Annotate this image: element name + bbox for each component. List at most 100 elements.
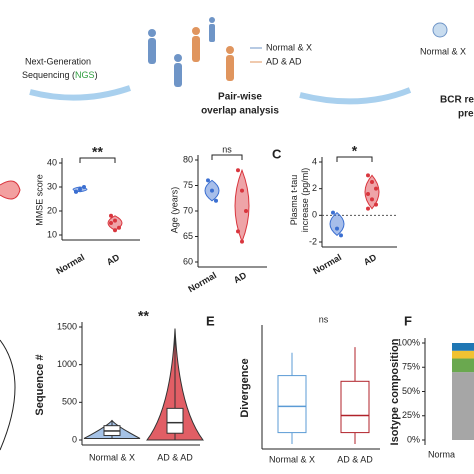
- y-tick-label: 75: [183, 180, 193, 190]
- data-point: [366, 173, 370, 178]
- data-point: [117, 225, 121, 230]
- data-point: [374, 186, 378, 191]
- data-point: [370, 180, 374, 184]
- partial-violin: [0, 180, 21, 200]
- legend-label: Normal & X: [266, 42, 312, 52]
- data-point: [331, 210, 335, 215]
- x-tick-label: Normal: [311, 252, 343, 276]
- panel-letter: E: [206, 313, 215, 328]
- box: [277, 375, 307, 434]
- box: [340, 380, 370, 434]
- significance: ns: [319, 314, 329, 324]
- arrow: [299, 87, 412, 105]
- stack-segment: [452, 350, 474, 359]
- arrow: [29, 85, 131, 101]
- y-tick-label: 4: [312, 156, 317, 166]
- violin: [329, 212, 345, 236]
- y-axis-label: Divergence: [239, 358, 251, 417]
- x-tick-label: AD: [105, 252, 122, 267]
- right-title: pre: [458, 109, 474, 120]
- y-tick-label: 0: [312, 210, 317, 220]
- stack-segment: [452, 358, 474, 373]
- data-point: [236, 229, 240, 234]
- data-point: [113, 218, 117, 223]
- box: [166, 407, 184, 434]
- y-tick-label: 100%: [397, 337, 420, 347]
- right-title: BCR re: [440, 95, 474, 106]
- y-tick-label: 2: [312, 183, 317, 193]
- data-point: [370, 197, 374, 202]
- sig-bracket: [211, 154, 243, 160]
- y-tick-label: 25%: [402, 410, 420, 420]
- ngs-text: Sequencing (NGS): [22, 70, 98, 80]
- data-point: [240, 188, 244, 193]
- data-point: [244, 209, 248, 213]
- x-tick-label: Normal: [54, 252, 86, 276]
- y-tick-label: 60: [183, 256, 193, 266]
- step-title: overlap analysis: [201, 106, 279, 117]
- y-axis-label: Age (years): [169, 187, 179, 234]
- y-tick-label: 0%: [407, 434, 420, 444]
- data-point: [240, 239, 244, 244]
- sig-bracket: [79, 157, 116, 163]
- significance: **: [138, 308, 149, 324]
- data-point: [109, 213, 113, 218]
- x-tick-label: Normal & X: [89, 452, 135, 462]
- significance: *: [352, 143, 358, 159]
- sig-bracket: [336, 156, 373, 162]
- legend-label: AD & AD: [266, 56, 302, 66]
- y-tick-label: 0: [72, 434, 77, 444]
- stack-segment: [452, 372, 474, 440]
- partial-arc: [0, 339, 16, 451]
- data-point: [82, 185, 86, 189]
- y-tick-label: 1500: [57, 321, 77, 331]
- x-tick-label: AD: [362, 252, 379, 267]
- data-point: [210, 188, 214, 193]
- x-tick-label: AD & AD: [337, 454, 373, 464]
- y-tick-label: 50%: [402, 386, 420, 396]
- ngs-text: Next-Generation: [25, 56, 91, 66]
- data-point: [78, 187, 82, 192]
- y-tick-label: 10: [47, 229, 57, 239]
- y-tick-label: -2: [309, 236, 317, 246]
- data-point: [339, 233, 343, 238]
- data-point: [335, 226, 339, 231]
- x-tick-label: Normal & X: [269, 454, 315, 464]
- data-point: [236, 168, 240, 173]
- y-tick-label: 500: [62, 397, 77, 407]
- significance: ns: [222, 144, 232, 154]
- y-tick-label: 40: [47, 157, 57, 167]
- y-tick-label: 1000: [57, 359, 77, 369]
- people-icons: [148, 17, 234, 87]
- y-axis-label: Sequence #: [34, 354, 46, 415]
- data-point: [206, 178, 210, 183]
- data-point: [366, 206, 370, 211]
- panel-letter: C: [272, 146, 282, 161]
- x-tick-label: AD: [232, 270, 249, 285]
- y-tick-label: 70: [183, 205, 193, 215]
- significance: **: [92, 144, 103, 160]
- y-tick-label: 20: [47, 205, 57, 215]
- x-tick-label: Normal: [186, 270, 218, 294]
- step-title: Pair-wise: [218, 92, 262, 103]
- y-axis-label: increase (pg/ml): [300, 168, 310, 233]
- data-point: [109, 221, 113, 225]
- y-tick-label: 80: [183, 154, 193, 164]
- data-point: [214, 198, 218, 203]
- data-point: [366, 192, 370, 196]
- violin: [364, 174, 380, 210]
- data-point: [374, 202, 378, 207]
- right-label: Normal & X: [420, 46, 466, 56]
- y-tick-label: 65: [183, 231, 193, 241]
- y-tick-label: 30: [47, 181, 57, 191]
- y-axis-label: Isotype composition: [389, 338, 401, 445]
- data-point: [113, 228, 117, 233]
- data-point: [74, 189, 78, 194]
- cell-icon: [432, 22, 448, 38]
- panel-letter: F: [404, 313, 412, 328]
- y-tick-label: 75%: [402, 362, 420, 372]
- x-tick-label: Norma: [428, 449, 455, 459]
- y-axis-label: Plasma t-tau: [289, 175, 299, 226]
- x-tick-label: AD & AD: [157, 452, 193, 462]
